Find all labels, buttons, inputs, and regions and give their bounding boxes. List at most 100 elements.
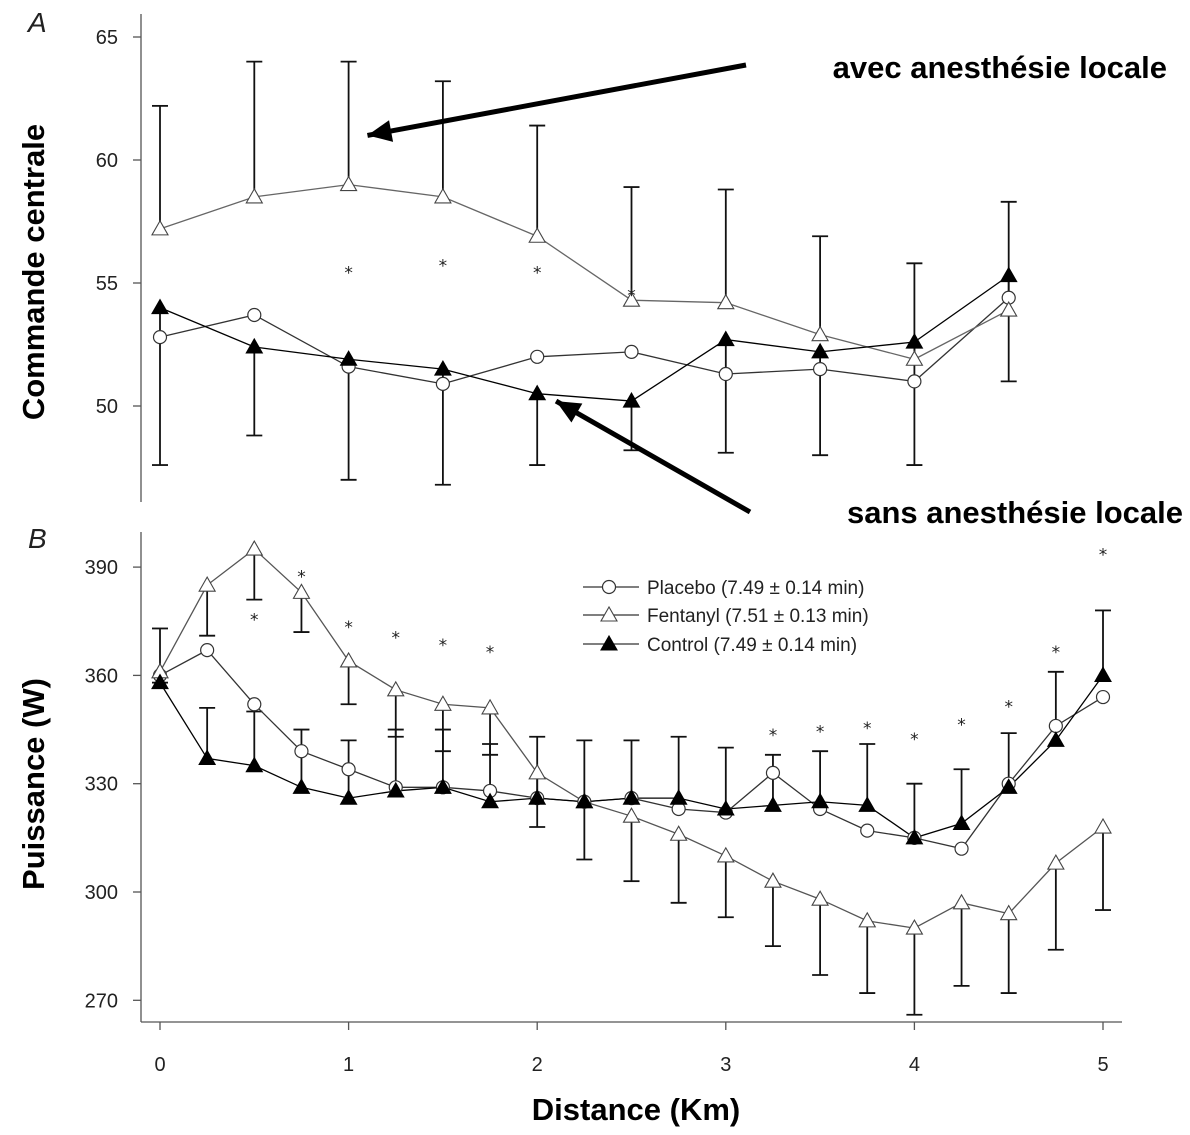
legend-label-control: Control (7.49 ± 0.14 min)	[647, 635, 857, 656]
x-tick-label-4: 4	[909, 1054, 920, 1076]
panel-a-marker-control-5	[622, 391, 641, 408]
panel-b-significance-star: *	[816, 723, 825, 743]
panel-a-marker-placebo-8	[907, 374, 922, 389]
panel-b-marker-placebo-3	[294, 744, 309, 759]
panel-a: A Commande centrale 50 55 60 65 * * * * avec a…	[16, 7, 1183, 530]
panel-b-marker-placebo-17	[954, 841, 969, 856]
panel-a-significance-star: *	[439, 256, 448, 276]
panel-b-significance-star: *	[1052, 643, 1061, 663]
x-tick-label-0: 0	[154, 1054, 165, 1076]
panel-a-y-tick-label-60: 60	[96, 150, 118, 172]
panel-a-marker-control-2	[339, 350, 358, 366]
panel-b-marker-control-3	[292, 778, 311, 794]
arrow-without-local-anesthesia-shaft	[554, 398, 752, 515]
panel-a-marker-control-8	[905, 332, 924, 349]
panel-b-marker-fentanyl-18	[999, 904, 1018, 921]
panel-b-marker-fentanyl-12	[716, 846, 735, 863]
panel-b-marker-placebo-1	[200, 643, 215, 658]
panel-a-marker-fentanyl-9	[999, 300, 1018, 317]
panel-b-marker-placebo-20	[1095, 689, 1111, 705]
panel-b-marker-control-10	[622, 789, 641, 805]
x-tick-label-5: 5	[1097, 1054, 1108, 1076]
legend: Placebo (7.49 ± 0.14 min) Fentanyl (7.51…	[583, 578, 869, 656]
panel-b-marker-fentanyl-17	[952, 893, 971, 910]
panel-a-error-bars	[152, 60, 1017, 486]
panel-b-marker-fentanyl-13	[764, 872, 782, 888]
panel-a-marker-control-6	[716, 330, 735, 347]
legend-marker-fentanyl	[600, 605, 618, 622]
panel-a-significance-star: *	[533, 264, 542, 284]
x-tick-label-1: 1	[343, 1054, 354, 1076]
panel-b-y-axis-title: Puissance (W)	[16, 678, 51, 890]
panel-b-significance-star: *	[250, 611, 259, 631]
panel-a-significance: * * * *	[344, 256, 635, 306]
panel-a-marker-placebo-7	[812, 362, 828, 377]
panel-b-marker-fentanyl-7	[481, 698, 499, 715]
panel-b-marker-fentanyl-5	[386, 680, 405, 697]
panel-a-marker-placebo-6	[718, 366, 733, 382]
panel-a-marker-fentanyl-2	[339, 175, 358, 192]
panel-b-marker-control-4	[339, 789, 358, 805]
panel-b-marker-control-12	[716, 799, 735, 816]
panel-a-marker-fentanyl-6	[716, 293, 735, 310]
panel-a-marker-placebo-5	[624, 344, 639, 359]
panel-b-marker-fentanyl-3	[292, 583, 311, 599]
panel-b-markers	[151, 539, 1112, 935]
annotation-with-local-anesthesia: avec anesthésie locale	[833, 50, 1167, 85]
panel-b: B Puissance (W) Distance (Km) 270 300 330 3…	[16, 523, 1122, 1127]
panel-b-significance-star: *	[769, 726, 778, 746]
panel-b-marker-control-1	[198, 749, 217, 765]
panel-a-significance-star: *	[627, 286, 636, 306]
panel-a-annotations: avec anesthésie locale sans anesthésie l…	[367, 50, 1183, 530]
panel-a-y-tick-label-65: 65	[96, 27, 118, 49]
panel-b-marker-control-7	[481, 792, 499, 809]
panel-b-marker-placebo-13	[765, 765, 781, 780]
legend-label-fentanyl: Fentanyl (7.51 ± 0.13 min)	[647, 606, 869, 627]
panel-a-marker-fentanyl-3	[433, 187, 452, 204]
panel-b-marker-control-11	[669, 789, 688, 805]
panel-a-marker-control-9	[999, 266, 1018, 283]
panel-a-y-axis-title: Commande centrale	[16, 124, 51, 420]
panel-b-significance-star: *	[439, 636, 448, 656]
legend-marker-placebo	[601, 579, 617, 595]
panel-b-marker-fentanyl-11	[669, 825, 688, 841]
panel-b-marker-fentanyl-20	[1094, 817, 1112, 834]
panel-b-marker-placebo-15	[860, 823, 875, 838]
panel-b-y-tick-label-360: 360	[85, 665, 118, 687]
panel-b-axes: 270 300 330 360 390 0 1 2 3 4 5	[85, 532, 1122, 1076]
panel-b-significance-star: *	[297, 567, 306, 587]
legend-label-placebo: Placebo (7.49 ± 0.14 min)	[647, 578, 864, 599]
panel-b-marker-control-20	[1094, 666, 1112, 682]
panel-b-y-tick-label-330: 330	[85, 774, 118, 796]
panel-b-marker-control-19	[1046, 731, 1065, 747]
panel-b-marker-control-18	[999, 778, 1018, 794]
annotation-without-local-anesthesia: sans anesthésie locale	[847, 495, 1183, 530]
panel-a-line-placebo	[159, 297, 1010, 385]
panel-b-marker-fentanyl-6	[433, 695, 452, 711]
panel-b-marker-control-2	[245, 756, 264, 773]
arrow-with-local-anesthesia-shaft	[367, 62, 747, 138]
panel-b-marker-fentanyl-15	[858, 911, 877, 928]
arrow-with-local-anesthesia-head	[367, 120, 394, 142]
panel-b-marker-fentanyl-8	[528, 763, 547, 780]
panel-a-series-lines	[159, 183, 1010, 402]
x-tick-label-2: 2	[532, 1054, 543, 1076]
panel-a-marker-control-7	[811, 342, 830, 359]
x-axis-title: Distance (Km)	[532, 1092, 740, 1127]
panel-a-axes: 50 55 60 65	[96, 14, 142, 502]
panel-a-y-tick-label-50: 50	[96, 396, 118, 418]
panel-a-marker-placebo-4	[530, 349, 545, 364]
panel-a-line-control	[159, 275, 1010, 402]
panel-b-marker-control-14	[811, 792, 830, 809]
panel-b-y-tick-label-300: 300	[85, 882, 118, 904]
panel-b-marker-fentanyl-14	[811, 890, 830, 906]
panel-b-significance-star: *	[1099, 546, 1108, 566]
panel-a-marker-placebo-0	[152, 330, 168, 345]
panel-a-marker-fentanyl-5	[622, 291, 641, 307]
panel-b-significance: * * * * * * * * * * * * * *	[250, 546, 1107, 750]
panel-b-marker-placebo-19	[1048, 718, 1063, 734]
panel-b-marker-control-0	[151, 673, 169, 690]
panel-a-marker-control-1	[245, 337, 264, 354]
panel-b-marker-fentanyl-19	[1046, 854, 1065, 870]
